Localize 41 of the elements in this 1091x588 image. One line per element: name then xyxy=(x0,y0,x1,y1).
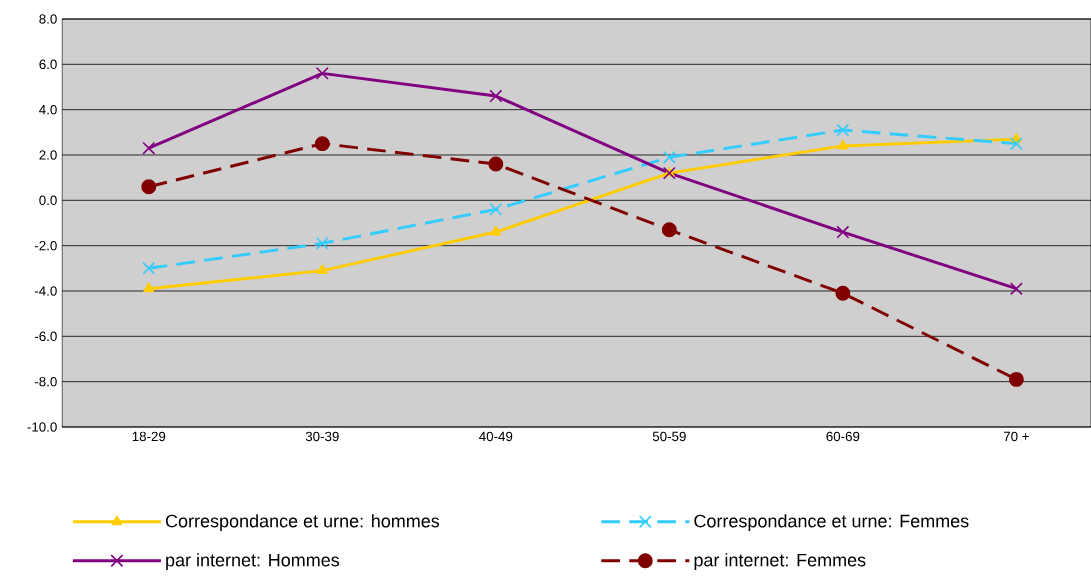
x-tick-label: 60-69 xyxy=(826,431,860,442)
legend-label: Correspondance et urne: Femmes xyxy=(694,514,969,531)
y-tick-label: -8.0 xyxy=(34,376,57,387)
y-tick-label: -4.0 xyxy=(34,286,57,296)
point xyxy=(142,141,156,155)
x-tick-label: 40-49 xyxy=(479,431,513,442)
legend-label: Correspondance et urne: hommes xyxy=(165,514,440,531)
x-tick-label: 50-59 xyxy=(652,431,686,442)
point xyxy=(1008,371,1024,387)
point xyxy=(836,123,850,137)
y-tick-label: -2.0 xyxy=(34,240,57,251)
x-tick-label: 18-29 xyxy=(132,431,166,442)
point xyxy=(141,179,157,195)
point xyxy=(836,225,850,239)
point xyxy=(661,222,677,238)
point xyxy=(489,202,503,216)
point xyxy=(142,261,156,275)
point xyxy=(315,236,329,250)
point xyxy=(315,66,329,80)
y-tick-label: -10.0 xyxy=(27,422,57,432)
point xyxy=(1009,137,1023,151)
point xyxy=(316,264,328,275)
x-tick-label: 30-39 xyxy=(305,431,339,442)
y-tick-label: -6.0 xyxy=(34,331,57,342)
point xyxy=(314,136,330,152)
legend-label: par internet: Hommes xyxy=(166,553,340,571)
y-tick-label: 2.0 xyxy=(39,150,57,160)
y-tick-label: 8.0 xyxy=(39,14,57,24)
point xyxy=(490,225,502,236)
legend-label: par internet: Femmes xyxy=(694,553,866,571)
point xyxy=(488,156,504,172)
point xyxy=(835,285,851,301)
y-tick-label: 4.0 xyxy=(39,104,57,115)
point xyxy=(489,89,503,103)
point xyxy=(662,150,676,164)
x-tick-label: 70 + xyxy=(1003,431,1029,442)
y-tick-label: 6.0 xyxy=(39,59,57,70)
point xyxy=(1009,282,1023,296)
point xyxy=(837,139,849,150)
point xyxy=(143,282,155,293)
y-tick-label: 0.0 xyxy=(39,195,57,206)
